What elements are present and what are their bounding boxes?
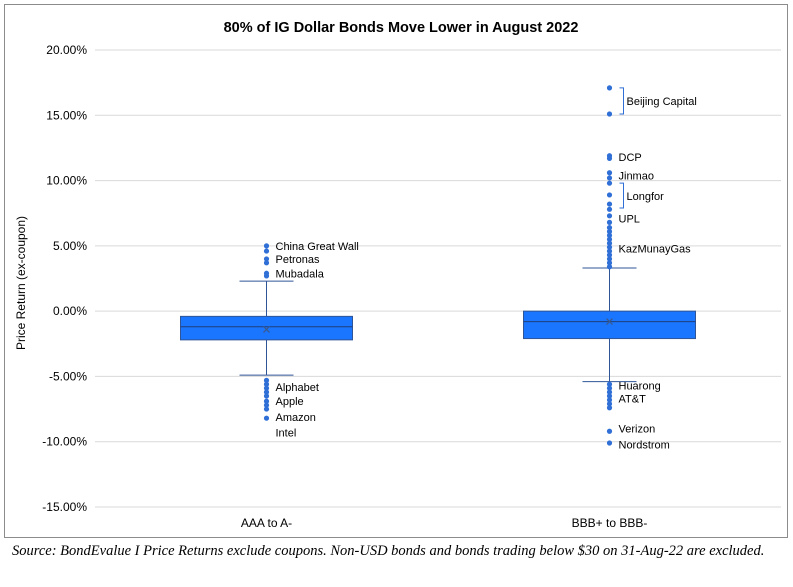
outlier-point bbox=[606, 180, 613, 186]
annotation-label: DCP bbox=[619, 152, 642, 164]
outlier-point bbox=[263, 406, 270, 412]
outlier-point bbox=[606, 170, 613, 176]
outlier-point bbox=[606, 224, 613, 231]
y-tick-labels: -15.00% -10.00% -5.00% 0.00% 5.00% 10.00% 15.0… bbox=[42, 43, 87, 514]
chart-frame: 80% of IG Dollar Bonds Move Lower in Aug… bbox=[4, 4, 788, 538]
outlier-point bbox=[606, 213, 613, 219]
mean-marker bbox=[606, 318, 613, 326]
outlier-point bbox=[606, 405, 613, 411]
iqr-box bbox=[180, 315, 353, 341]
y-tick-label: 15.00% bbox=[46, 108, 87, 122]
outlier-point bbox=[606, 401, 613, 407]
annotation-label: Verizon bbox=[619, 424, 656, 436]
chart-title: 80% of IG Dollar Bonds Move Lower in Aug… bbox=[224, 20, 579, 36]
annotation-label: Apple bbox=[276, 396, 304, 408]
outlier-point bbox=[263, 415, 270, 421]
outlier-point bbox=[606, 228, 613, 235]
x-tick-labels: AAA to A- BBB+ to BBB- bbox=[241, 516, 648, 530]
annotation-label: Nordstrom bbox=[619, 439, 670, 451]
outlier-point bbox=[263, 273, 270, 279]
y-axis-label: Price Return (ex-coupon) bbox=[14, 216, 28, 350]
outlier-point bbox=[606, 381, 613, 387]
outlier-point bbox=[606, 256, 613, 262]
y-tick-label: 5.00% bbox=[53, 239, 87, 253]
annotation-label: Alphabet bbox=[276, 382, 319, 394]
annotation-bracket bbox=[619, 87, 624, 115]
outlier-point bbox=[606, 397, 613, 403]
outlier-point bbox=[606, 201, 613, 207]
y-tick-label: -15.00% bbox=[42, 500, 87, 514]
annotation-label: Petronas bbox=[276, 254, 321, 266]
outlier-point bbox=[263, 377, 270, 383]
outlier-point bbox=[606, 385, 613, 391]
annotation-label: Amazon bbox=[276, 412, 316, 424]
outlier-point bbox=[606, 248, 613, 254]
annotation-label: Intel bbox=[276, 428, 297, 440]
boxes bbox=[180, 267, 696, 383]
y-tick-label: -10.00% bbox=[42, 435, 87, 449]
outlier-point bbox=[606, 264, 613, 270]
y-tick-label: -5.00% bbox=[49, 369, 87, 383]
outlier-point bbox=[606, 440, 613, 446]
annotation-label: AT&T bbox=[619, 394, 647, 406]
mean-marker bbox=[263, 325, 270, 333]
y-tick-label: 10.00% bbox=[46, 174, 87, 188]
outlier-point bbox=[263, 389, 270, 395]
outlier-point bbox=[263, 398, 270, 404]
outlier-point bbox=[606, 219, 613, 225]
outlier-point bbox=[606, 389, 613, 395]
outlier-point bbox=[606, 192, 613, 198]
annotation-label: Jinmao bbox=[619, 170, 654, 182]
annotation-bracket bbox=[619, 182, 624, 209]
outlier-point bbox=[263, 402, 270, 408]
outlier-point bbox=[263, 393, 270, 399]
y-tick-label: 20.00% bbox=[46, 43, 87, 57]
outlier-point bbox=[606, 236, 613, 242]
outlier-point bbox=[263, 381, 270, 387]
annotation-label: UPL bbox=[619, 213, 640, 225]
outlier-point bbox=[606, 232, 613, 239]
outlier-point bbox=[606, 155, 613, 161]
outlier-point bbox=[606, 393, 613, 399]
outlier-point bbox=[263, 243, 270, 249]
outlier-point bbox=[263, 248, 270, 254]
x-tick-label: BBB+ to BBB- bbox=[572, 516, 648, 530]
outlier-point bbox=[263, 385, 270, 391]
outliers bbox=[263, 85, 613, 446]
annotation-label: China Great Wall bbox=[276, 241, 359, 253]
annotation-label: Beijing Capital bbox=[627, 96, 697, 108]
outlier-point bbox=[606, 244, 613, 250]
annotation-label: Huarong bbox=[619, 381, 661, 393]
x-tick-label: AAA to A- bbox=[241, 516, 292, 530]
outlier-point bbox=[606, 175, 613, 181]
annotation-label: KazMunayGas bbox=[619, 243, 692, 255]
outlier-point bbox=[606, 206, 613, 212]
outlier-point bbox=[606, 260, 613, 266]
outlier-point bbox=[606, 111, 613, 117]
gridlines bbox=[95, 49, 781, 508]
y-tick-label: 0.00% bbox=[53, 304, 87, 318]
outlier-point bbox=[606, 85, 613, 91]
iqr-box bbox=[523, 310, 696, 340]
annotation-label: Mubadala bbox=[276, 268, 325, 280]
outlier-point bbox=[263, 260, 270, 266]
outlier-point bbox=[606, 252, 613, 258]
outlier-point bbox=[263, 256, 270, 262]
source-note: Source: BondEvalue I Price Returns exclu… bbox=[12, 543, 765, 559]
box-plot-chart: 80% of IG Dollar Bonds Move Lower in Aug… bbox=[14, 20, 781, 530]
outlier-point bbox=[606, 428, 613, 434]
annotation-label: Longfor bbox=[627, 191, 665, 203]
outlier-point bbox=[606, 240, 613, 246]
